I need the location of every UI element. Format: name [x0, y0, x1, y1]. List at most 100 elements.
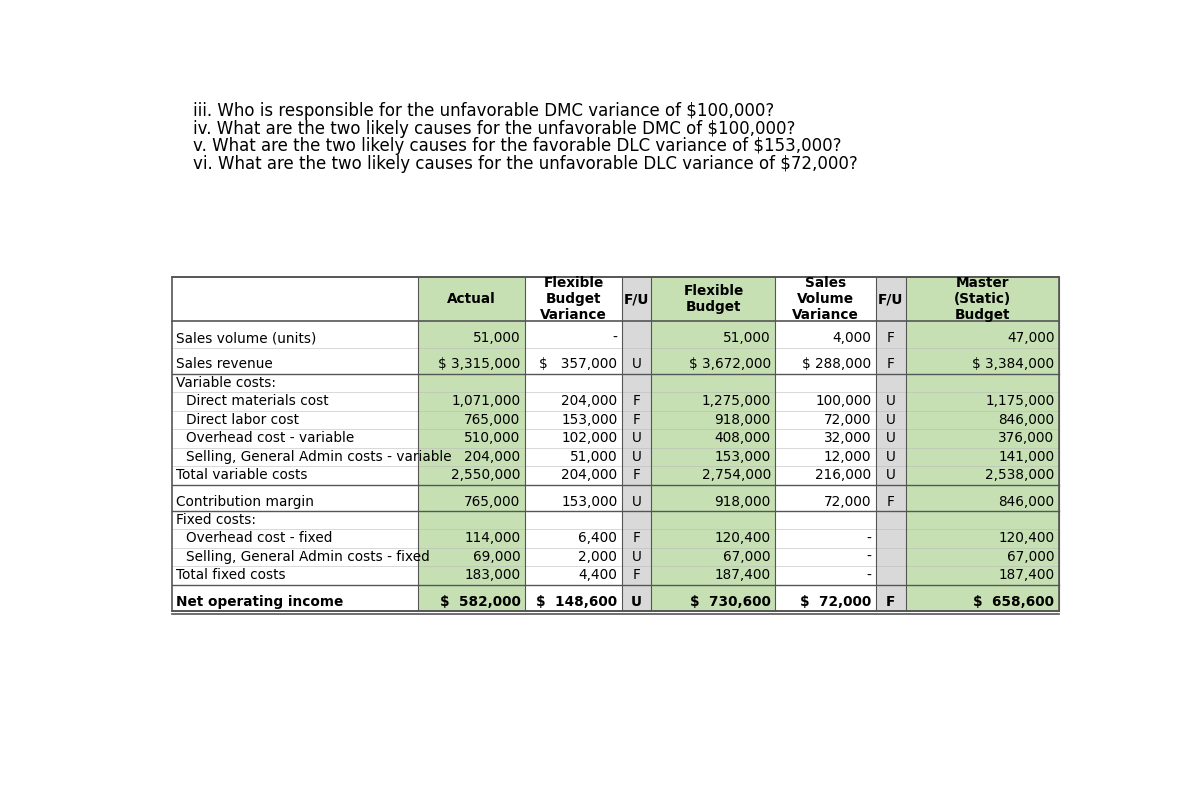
Text: vi. What are the two likely causes for the unfavorable DLC variance of $72,000?: vi. What are the two likely causes for t…: [193, 155, 857, 173]
Text: 51,000: 51,000: [473, 331, 521, 345]
Text: 376,000: 376,000: [998, 432, 1055, 445]
Text: 51,000: 51,000: [570, 450, 617, 464]
Text: $ 288,000: $ 288,000: [803, 357, 871, 371]
Text: Selling, General Admin costs - fixed: Selling, General Admin costs - fixed: [186, 550, 430, 564]
Text: $  582,000: $ 582,000: [439, 594, 521, 608]
Text: 32,000: 32,000: [824, 432, 871, 445]
Text: Direct labor cost: Direct labor cost: [186, 413, 300, 427]
Text: 204,000: 204,000: [562, 469, 617, 482]
Text: 4,000: 4,000: [833, 331, 871, 345]
Text: 183,000: 183,000: [464, 568, 521, 582]
Bar: [876, 276, 906, 611]
Text: F: F: [887, 495, 895, 509]
Text: Flexible
Budget
Variance: Flexible Budget Variance: [540, 276, 607, 322]
Text: 216,000: 216,000: [816, 469, 871, 482]
Text: 204,000: 204,000: [562, 394, 617, 408]
Text: F/U: F/U: [878, 292, 904, 306]
Text: 1,275,000: 1,275,000: [702, 394, 770, 408]
Text: 2,550,000: 2,550,000: [451, 469, 521, 482]
Text: iii. Who is responsible for the unfavorable DMC variance of $100,000?: iii. Who is responsible for the unfavora…: [193, 102, 774, 120]
Text: 51,000: 51,000: [724, 331, 770, 345]
Text: 510,000: 510,000: [464, 432, 521, 445]
Bar: [526, 276, 622, 611]
Text: 918,000: 918,000: [714, 495, 770, 509]
Bar: [418, 276, 526, 611]
Text: 67,000: 67,000: [1007, 550, 1055, 564]
Text: U: U: [886, 413, 896, 427]
Bar: [652, 276, 775, 611]
Text: 408,000: 408,000: [715, 432, 770, 445]
Text: Total fixed costs: Total fixed costs: [175, 568, 286, 582]
Text: Sales
Volume
Variance: Sales Volume Variance: [792, 276, 859, 322]
Bar: [906, 276, 1060, 611]
Text: U: U: [886, 450, 896, 464]
Text: Variable costs:: Variable costs:: [175, 376, 276, 390]
Text: 1,175,000: 1,175,000: [985, 394, 1055, 408]
Text: $ 3,672,000: $ 3,672,000: [689, 357, 770, 371]
Text: 187,400: 187,400: [998, 568, 1055, 582]
Text: -: -: [866, 568, 871, 582]
Text: Selling, General Admin costs - variable: Selling, General Admin costs - variable: [186, 450, 452, 464]
Bar: [622, 276, 652, 611]
Text: 153,000: 153,000: [714, 450, 770, 464]
Text: 12,000: 12,000: [824, 450, 871, 464]
Text: 2,538,000: 2,538,000: [985, 469, 1055, 482]
Text: $   357,000: $ 357,000: [539, 357, 617, 371]
Text: $  72,000: $ 72,000: [800, 594, 871, 608]
Text: 114,000: 114,000: [464, 531, 521, 546]
Bar: [172, 276, 418, 611]
Text: 765,000: 765,000: [464, 413, 521, 427]
Text: F: F: [632, 568, 641, 582]
Text: 918,000: 918,000: [714, 413, 770, 427]
Text: F: F: [887, 357, 895, 371]
Text: Sales revenue: Sales revenue: [175, 357, 272, 371]
Text: U: U: [886, 432, 896, 445]
Text: 765,000: 765,000: [464, 495, 521, 509]
Text: 846,000: 846,000: [998, 495, 1055, 509]
Text: iv. What are the two likely causes for the unfavorable DMC of $100,000?: iv. What are the two likely causes for t…: [193, 119, 796, 137]
Text: $  730,600: $ 730,600: [690, 594, 770, 608]
Text: 47,000: 47,000: [1007, 331, 1055, 345]
Text: 6,400: 6,400: [578, 531, 617, 546]
Text: F: F: [632, 531, 641, 546]
Text: Master
(Static)
Budget: Master (Static) Budget: [954, 276, 1010, 322]
Text: F: F: [632, 469, 641, 482]
Text: 141,000: 141,000: [998, 450, 1055, 464]
Text: Flexible
Budget: Flexible Budget: [683, 284, 744, 314]
Text: $ 3,384,000: $ 3,384,000: [972, 357, 1055, 371]
Text: U: U: [631, 495, 642, 509]
Text: 102,000: 102,000: [562, 432, 617, 445]
Text: U: U: [631, 357, 642, 371]
Text: -: -: [612, 331, 617, 345]
Text: 69,000: 69,000: [473, 550, 521, 564]
Text: Fixed costs:: Fixed costs:: [175, 513, 256, 527]
Text: Actual: Actual: [448, 292, 496, 306]
Text: v. What are the two likely causes for the favorable DLC variance of $153,000?: v. What are the two likely causes for th…: [193, 137, 841, 155]
Text: 72,000: 72,000: [824, 413, 871, 427]
Text: -: -: [866, 550, 871, 564]
Text: 187,400: 187,400: [715, 568, 770, 582]
Text: 153,000: 153,000: [562, 495, 617, 509]
Text: U: U: [886, 469, 896, 482]
Text: F: F: [632, 394, 641, 408]
Text: U: U: [631, 432, 642, 445]
Text: Net operating income: Net operating income: [175, 594, 343, 608]
Text: U: U: [631, 450, 642, 464]
Text: 120,400: 120,400: [715, 531, 770, 546]
Text: Overhead cost - fixed: Overhead cost - fixed: [186, 531, 332, 546]
Text: U: U: [631, 594, 642, 608]
Text: Total variable costs: Total variable costs: [175, 469, 307, 482]
Text: 846,000: 846,000: [998, 413, 1055, 427]
Text: -: -: [866, 531, 871, 546]
Text: $ 3,315,000: $ 3,315,000: [438, 357, 521, 371]
Text: 67,000: 67,000: [724, 550, 770, 564]
Text: Overhead cost - variable: Overhead cost - variable: [186, 432, 355, 445]
Text: F/U: F/U: [624, 292, 649, 306]
Text: 100,000: 100,000: [816, 394, 871, 408]
Text: $  658,600: $ 658,600: [973, 594, 1055, 608]
Text: 1,071,000: 1,071,000: [451, 394, 521, 408]
Text: 72,000: 72,000: [824, 495, 871, 509]
Text: 4,400: 4,400: [578, 568, 617, 582]
Text: 2,000: 2,000: [578, 550, 617, 564]
Text: F: F: [887, 331, 895, 345]
